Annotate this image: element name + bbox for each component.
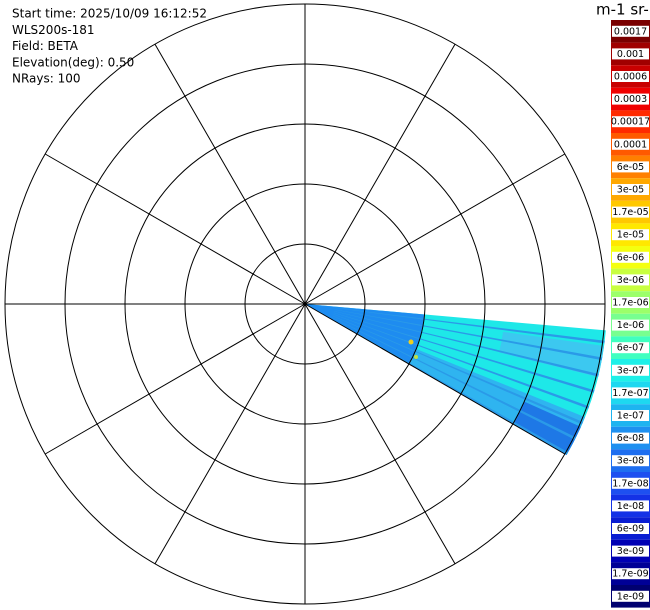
colorbar: 0.0017 0.001 0.0006 0.0003 0.00017 0.0001 6e-0… (596, 1, 650, 608)
header: Start time: 2025/10/09 16:12:52 WLS200s-1… (12, 7, 207, 86)
colorbar-label: 1.7e-06 (612, 298, 648, 309)
azimuth-spoke (304, 303, 566, 455)
colorbar-label-box (612, 184, 649, 195)
header-line: Elevation(deg): 0.50 (12, 55, 134, 69)
colorbar-label-box (612, 590, 649, 602)
colorbar-label: 0.0003 (614, 94, 647, 105)
colorbar-label-box (612, 410, 649, 421)
colorbar-label: 6e-06 (617, 252, 644, 263)
sector-speck (408, 339, 414, 345)
colorbar-label: 3e-05 (617, 185, 644, 196)
colorbar-label-box (612, 477, 649, 489)
sector-patch (332, 315, 583, 425)
header-line: WLS200s-181 (12, 23, 95, 37)
colorbar-label-box (612, 568, 649, 580)
colorbar-label: 0.0001 (614, 139, 647, 150)
sector-speck (414, 355, 418, 359)
colorbar-label-box (612, 161, 649, 173)
colorbar-label: 1e-09 (617, 591, 644, 602)
sector-patch (334, 307, 605, 344)
sector-patch (499, 331, 605, 378)
colorbar-label-box (612, 116, 649, 128)
azimuth-spoke (304, 153, 566, 305)
colorbar-label: 3e-06 (617, 275, 644, 286)
colorbar-label-box (612, 71, 649, 82)
data-sector (305, 304, 606, 455)
colorbar-label: 6e-08 (617, 433, 644, 444)
colorbar-label: 6e-07 (617, 343, 644, 354)
colorbar-label: 0.0017 (614, 26, 647, 37)
header-line: NRays: 100 (12, 72, 81, 86)
colorbar-label: 3e-09 (617, 546, 644, 557)
colorbar-label: 1e-08 (617, 501, 644, 512)
colorbar-label: 1e-06 (617, 320, 644, 331)
azimuth-spoke (304, 303, 456, 565)
colorbar-label-box (612, 25, 649, 37)
colorbar-label: 3e-08 (617, 456, 644, 467)
colorbar-label-box (612, 229, 649, 241)
sector-patch (334, 310, 599, 377)
colorbar-label-box (612, 545, 649, 557)
colorbar-label-box (612, 387, 649, 399)
colorbar-label-box (612, 342, 649, 354)
azimuth-spoke (44, 303, 306, 455)
colorbar-label: 1.7e-08 (612, 478, 648, 489)
colorbar-label: 1e-05 (617, 230, 644, 241)
colorbar-label-box (612, 455, 649, 467)
polar-grid (4, 3, 606, 605)
sector-patch (331, 317, 576, 440)
header-line: Start time: 2025/10/09 16:12:52 (12, 7, 207, 21)
colorbar-label-box (612, 206, 649, 218)
colorbar-label: 1.7e-07 (612, 388, 648, 399)
colorbar-label-box (612, 364, 649, 376)
azimuth-spoke (304, 43, 456, 305)
sector-patch (334, 309, 603, 361)
colorbar-label-box (612, 93, 649, 105)
colorbar-label: 6e-05 (617, 162, 644, 173)
colorbar-label: 1.7e-09 (612, 569, 648, 580)
colorbar-label-box (612, 297, 649, 308)
sector-patch (333, 314, 590, 409)
colorbar-label: 0.00017 (611, 117, 650, 128)
colorbar-label: 1.7e-05 (612, 207, 648, 218)
sector-patch (333, 312, 595, 393)
colorbar-label-box (612, 251, 649, 263)
azimuth-spoke (154, 43, 306, 305)
azimuth-spoke (154, 303, 306, 565)
colorbar-label-box (612, 432, 649, 444)
colorbar-label-box (612, 523, 649, 534)
colorbar-label-box (612, 274, 649, 286)
colorbar-label-box (612, 500, 649, 512)
colorbar-label-box (612, 138, 649, 150)
colorbar-label: 3e-07 (617, 365, 644, 376)
colorbar-title: m-1 sr-1 (596, 1, 650, 19)
colorbar-label: 0.001 (617, 49, 644, 60)
colorbar-label-box (612, 319, 649, 331)
colorbar-label: 1e-07 (617, 411, 644, 422)
colorbar-label: 6e-09 (617, 524, 644, 535)
colorbar-label: 0.0006 (614, 72, 647, 83)
header-line: Field: BETA (12, 39, 79, 53)
azimuth-spoke (44, 153, 306, 305)
colorbar-label-box (612, 48, 649, 60)
